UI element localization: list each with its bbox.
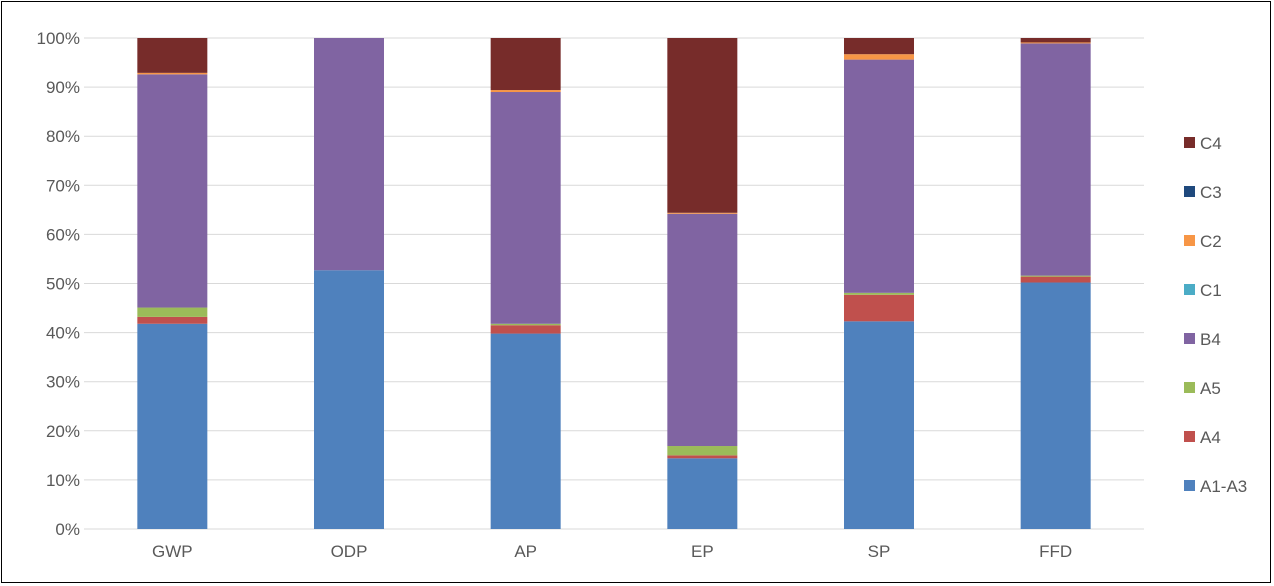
- y-tick-label: 10%: [46, 471, 80, 490]
- y-tick-label: 40%: [46, 324, 80, 343]
- y-tick-label: 50%: [46, 275, 80, 294]
- y-tick-label: 20%: [46, 422, 80, 441]
- bar-segment-b4: [137, 74, 208, 308]
- bar-segment-a1-a3: [844, 321, 914, 529]
- bars: [137, 38, 1091, 529]
- y-tick-label: 30%: [46, 373, 80, 392]
- legend-swatch: [1184, 235, 1195, 246]
- legend-label: C4: [1200, 134, 1222, 153]
- bar-segment-a5: [490, 323, 561, 326]
- legend-label: A4: [1200, 428, 1221, 447]
- legend-label: A1-A3: [1200, 477, 1247, 496]
- legend-label: B4: [1200, 330, 1221, 349]
- bar-segment-c4: [844, 38, 914, 55]
- legend-label: C2: [1200, 232, 1222, 251]
- bar-segment-c4: [667, 38, 738, 213]
- bar-segment-c2: [490, 90, 561, 93]
- bar-segment-a1-a3: [1020, 282, 1091, 529]
- axes: 0% 10% 20% 30% 40% 50% 60% 70% 80% 90% 100% GWP ODP A…: [37, 29, 1073, 561]
- x-tick-label: ODP: [331, 542, 368, 561]
- bar-segment-a4: [844, 294, 914, 322]
- legend: C4 C3 C2 C1 B4 A5 A4 A1-A3: [1184, 134, 1247, 496]
- legend-swatch: [1184, 186, 1195, 197]
- bar-segment-c4: [490, 38, 561, 91]
- bar-segment-a5: [137, 307, 208, 317]
- bar-segment-b4: [314, 38, 384, 271]
- legend-swatch: [1184, 480, 1195, 491]
- bar-segment-c2: [1020, 42, 1091, 44]
- bar-segment-c2: [667, 212, 738, 214]
- legend-swatch: [1184, 284, 1195, 295]
- y-tick-label: 0%: [55, 520, 80, 539]
- bar-segment-b4: [667, 213, 738, 447]
- gridlines: [84, 37, 1144, 530]
- bar-segment-a1-a3: [667, 458, 738, 529]
- bar-segment-b4: [844, 59, 914, 293]
- y-tick-label: 90%: [46, 78, 80, 97]
- legend-label: C1: [1200, 281, 1222, 300]
- bar-segment-c2: [137, 72, 208, 75]
- legend-swatch: [1184, 431, 1195, 442]
- bar-segment-a4: [490, 325, 561, 334]
- legend-swatch: [1184, 333, 1195, 344]
- bar-segment-c2: [844, 54, 914, 60]
- bar-segment-a5: [667, 446, 738, 456]
- y-tick-label: 100%: [37, 29, 80, 48]
- y-tick-label: 70%: [46, 176, 80, 195]
- bar-segment-a4: [137, 316, 208, 324]
- bar-segment-b4: [490, 92, 561, 324]
- bar-segment-a5: [1020, 275, 1091, 277]
- x-tick-label: SP: [868, 542, 891, 561]
- x-tick-label: FFD: [1039, 542, 1072, 561]
- bar-segment-a4: [1020, 276, 1091, 283]
- bar-segment-a1-a3: [137, 323, 208, 529]
- x-tick-label: EP: [691, 542, 714, 561]
- legend-swatch: [1184, 382, 1195, 393]
- legend-label: C3: [1200, 183, 1222, 202]
- x-tick-label: AP: [514, 542, 537, 561]
- bar-segment-a5: [844, 292, 914, 295]
- bar-segment-a1-a3: [490, 333, 561, 529]
- bar-segment-b4: [1020, 43, 1091, 276]
- legend-swatch: [1184, 137, 1195, 148]
- bar-segment-a1-a3: [314, 270, 384, 529]
- y-tick-label: 60%: [46, 225, 80, 244]
- bar-segment-c4: [1020, 38, 1091, 43]
- y-tick-label: 80%: [46, 127, 80, 146]
- x-tick-label: GWP: [152, 542, 193, 561]
- bar-segment-a4: [667, 455, 738, 459]
- legend-label: A5: [1200, 379, 1221, 398]
- bar-segment-c4: [137, 38, 208, 73]
